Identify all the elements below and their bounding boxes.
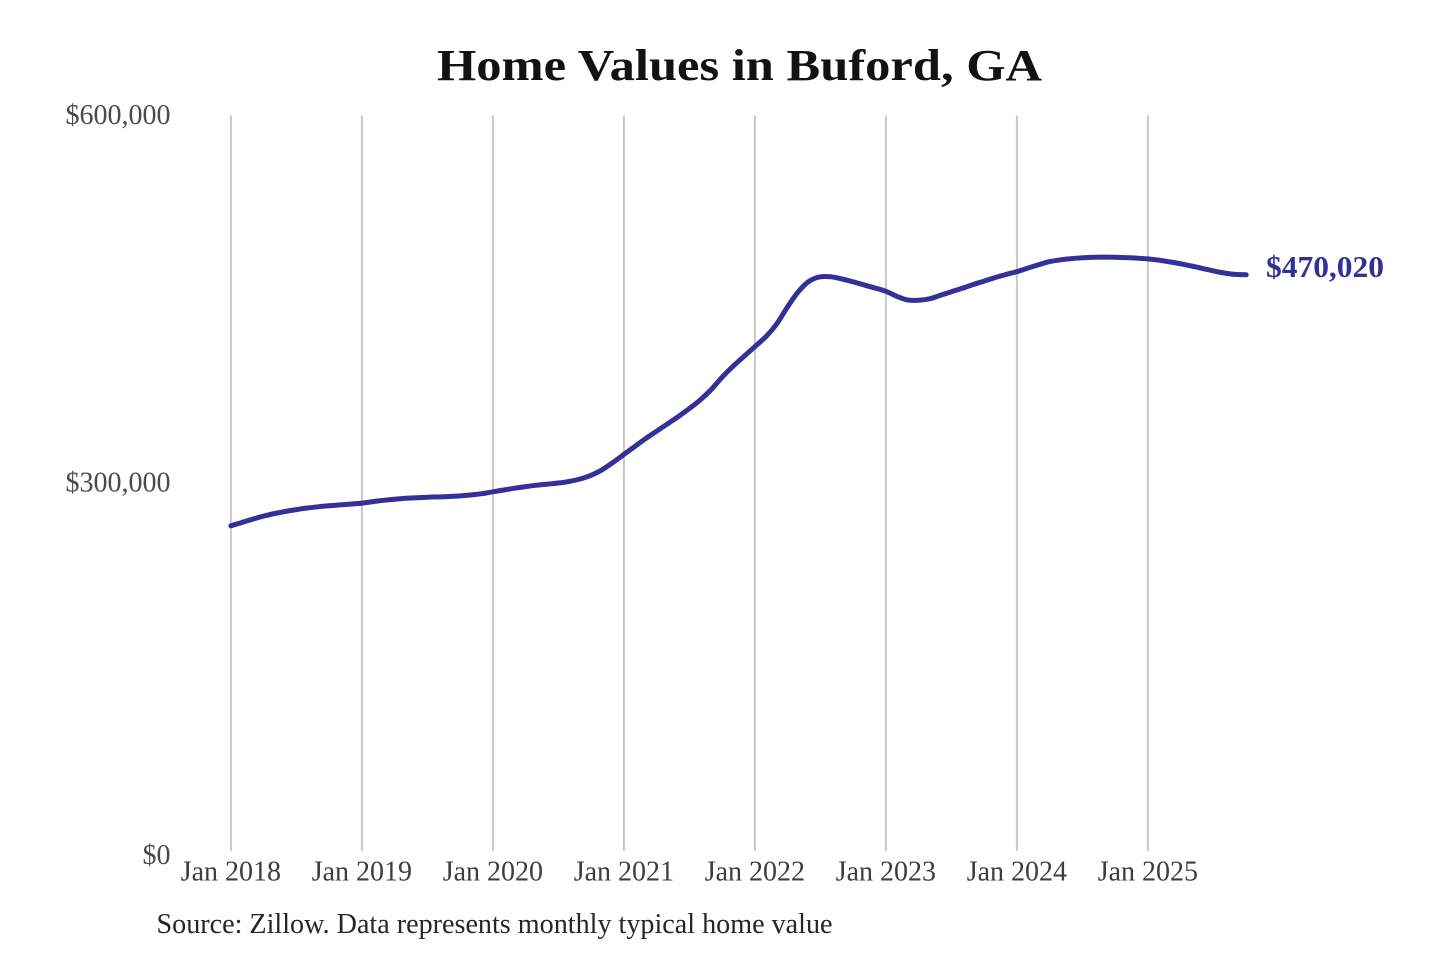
svg-text:Jan 2019: Jan 2019 xyxy=(312,857,412,888)
svg-text:Jan 2023: Jan 2023 xyxy=(836,857,936,888)
svg-text:$600,000: $600,000 xyxy=(66,100,171,131)
svg-text:Jan 2024: Jan 2024 xyxy=(967,857,1067,888)
svg-text:Jan 2021: Jan 2021 xyxy=(574,857,674,888)
svg-text:$0: $0 xyxy=(143,840,171,871)
svg-text:$300,000: $300,000 xyxy=(66,468,171,499)
svg-text:Jan 2022: Jan 2022 xyxy=(705,857,805,888)
svg-text:$470,020: $470,020 xyxy=(1266,249,1384,284)
svg-text:Home Values in Buford, GA: Home Values in Buford, GA xyxy=(437,40,1042,90)
svg-text:Jan 2018: Jan 2018 xyxy=(181,857,281,888)
svg-text:Source: Zillow. Data represent: Source: Zillow. Data represents monthly … xyxy=(157,909,833,940)
svg-text:Jan 2020: Jan 2020 xyxy=(443,857,543,888)
svg-text:Jan 2025: Jan 2025 xyxy=(1098,857,1198,888)
